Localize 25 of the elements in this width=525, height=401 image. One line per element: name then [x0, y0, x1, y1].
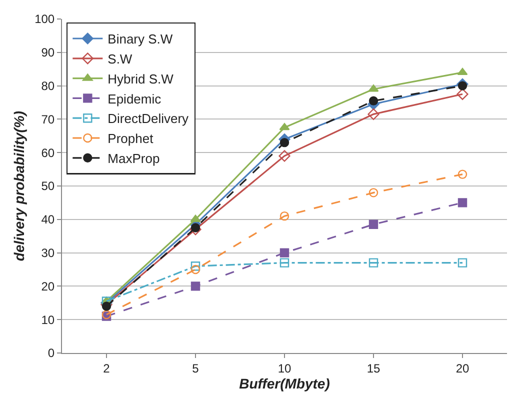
- x-tick-label: 20: [456, 361, 470, 376]
- y-tick-label: 40: [41, 212, 55, 227]
- legend-label: Prophet: [108, 131, 154, 146]
- y-tick-label: 20: [41, 279, 55, 294]
- y-tick-label: 90: [41, 46, 55, 60]
- x-tick-label: 2: [103, 361, 110, 376]
- y-tick-label: 60: [41, 146, 55, 160]
- x-tick-label: 5: [192, 361, 200, 376]
- legend-label: Hybrid S.W: [108, 71, 174, 86]
- y-axis-title: delivery probability(%): [11, 110, 28, 262]
- x-tick-label: 10: [278, 361, 292, 376]
- legend-label: S.W: [108, 51, 133, 66]
- y-tick-label: 10: [41, 312, 55, 327]
- legend-label: Epidemic: [108, 91, 162, 106]
- y-tick-label: 70: [41, 112, 55, 126]
- x-tick-label: 15: [366, 361, 380, 376]
- y-tick-label: 50: [41, 179, 55, 194]
- x-axis-title: Buffer(Mbyte): [239, 376, 330, 392]
- y-tick-label: 30: [41, 246, 55, 260]
- legend-label: MaxProp: [108, 150, 160, 166]
- legend-label: DirectDelivery: [108, 111, 190, 126]
- y-tick-label: 80: [41, 79, 55, 93]
- y-tick-label: 0: [48, 346, 55, 360]
- y-tick-label: 100: [34, 12, 55, 26]
- legend-label: Binary S.W: [108, 32, 174, 47]
